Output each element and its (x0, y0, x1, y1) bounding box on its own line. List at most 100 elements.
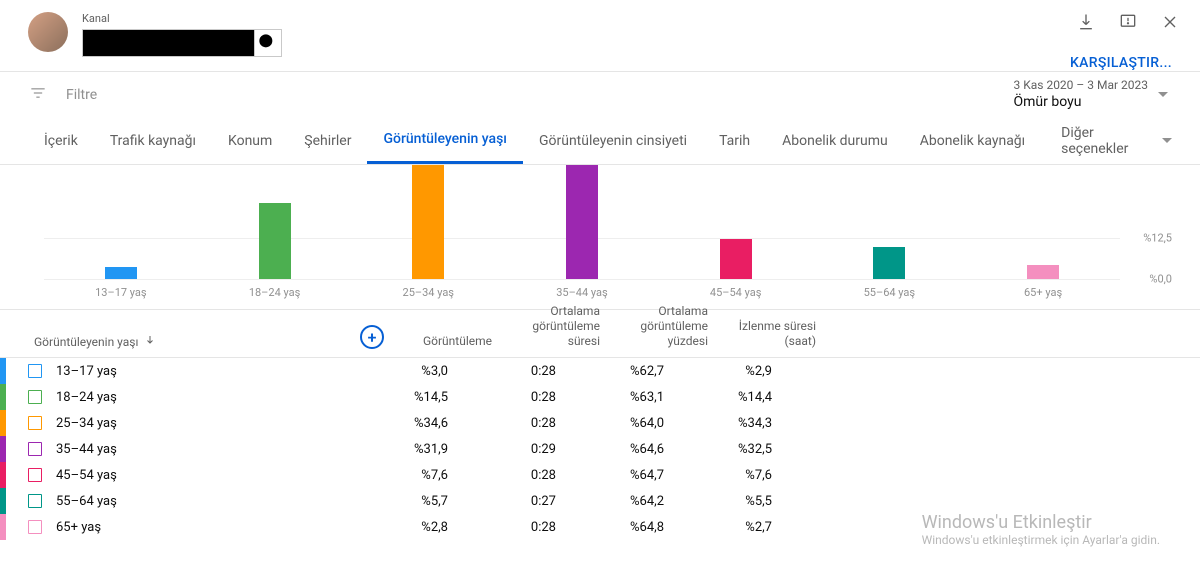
row-checkbox[interactable] (28, 442, 42, 456)
row-color-swatch (0, 514, 6, 540)
cell-watch: %5,5 (678, 494, 786, 509)
x-axis-label: 13–17 yaş (44, 286, 198, 299)
bar-4[interactable] (720, 239, 752, 279)
row-color-swatch (0, 384, 6, 410)
bar-0[interactable] (105, 267, 137, 279)
cell-watch: %2,9 (678, 364, 786, 379)
avatar[interactable] (28, 12, 68, 52)
x-axis-label: 25–34 yaş (351, 286, 505, 299)
filter-icon[interactable] (28, 83, 48, 107)
add-metric-button[interactable]: + (360, 325, 384, 349)
row-color-swatch (0, 358, 6, 384)
filter-row: Filtre 3 Kas 2020 – 3 Mar 2023 Ömür boyu (0, 71, 1200, 117)
row-label: 35–44 yaş (56, 442, 354, 457)
cell-watch: %2,7 (678, 520, 786, 535)
cell-watch: %7,6 (678, 468, 786, 483)
row-checkbox[interactable] (28, 520, 42, 534)
tab-0[interactable]: İçerik (28, 117, 94, 164)
cell-watch: %32,5 (678, 442, 786, 457)
row-checkbox[interactable] (28, 390, 42, 404)
tab-1[interactable]: Trafik kaynağı (94, 117, 212, 164)
cell-avg-pct: %64,6 (570, 442, 678, 457)
x-axis-label: 35–44 yaş (505, 286, 659, 299)
row-color-swatch (0, 436, 6, 462)
table-row[interactable]: 45–54 yaş%7,60:28%64,7%7,6 (0, 462, 1200, 488)
top-icons (1076, 12, 1180, 32)
x-axis-label: 45–54 yaş (659, 286, 813, 299)
th-avg-pct[interactable]: Ortalama görüntüleme yüzdesi (614, 304, 722, 349)
cell-avg-pct: %62,7 (570, 364, 678, 379)
table-row[interactable]: 25–34 yaş%34,60:28%64,0%34,3 (0, 410, 1200, 436)
close-icon[interactable] (1160, 12, 1180, 32)
search-button[interactable] (254, 29, 282, 57)
x-axis-label: 65+ yaş (966, 286, 1120, 299)
cell-avg-pct: %63,1 (570, 390, 678, 405)
cell-avg-pct: %64,7 (570, 468, 678, 483)
row-color-swatch (0, 462, 6, 488)
bar-6[interactable] (1027, 265, 1059, 279)
cell-avg-dur: 0:28 (462, 520, 570, 535)
cell-avg-pct: %64,8 (570, 520, 678, 535)
y-axis-label: %0,0 (1149, 273, 1172, 286)
tab-7[interactable]: Abonelik durumu (766, 117, 904, 164)
row-checkbox[interactable] (28, 416, 42, 430)
search-icon (255, 30, 281, 56)
cell-avg-dur: 0:27 (462, 494, 570, 509)
cell-watch: %14,4 (678, 390, 786, 405)
row-label: 65+ yaş (56, 520, 354, 535)
bar-5[interactable] (873, 247, 905, 279)
bar-3[interactable] (566, 165, 598, 279)
cell-views: %34,6 (354, 416, 462, 431)
tab-2[interactable]: Konum (212, 117, 288, 164)
th-avg-duration[interactable]: Ortalama görüntüleme süresi (506, 304, 614, 349)
row-checkbox[interactable] (28, 364, 42, 378)
row-color-swatch (0, 410, 6, 436)
cell-views: %31,9 (354, 442, 462, 457)
date-range-text: 3 Kas 2020 – 3 Mar 2023 (1014, 78, 1149, 94)
cell-avg-dur: 0:29 (462, 442, 570, 457)
table-header: Görüntüleyenin yaşı + Görüntüleme Ortala… (0, 310, 1200, 358)
x-axis-label: 55–64 yaş (813, 286, 967, 299)
bar-1[interactable] (259, 203, 291, 279)
th-views[interactable]: Görüntüleme (398, 334, 506, 349)
th-age[interactable]: Görüntüleyenin yaşı (0, 334, 360, 349)
cell-views: %3,0 (354, 364, 462, 379)
row-checkbox[interactable] (28, 494, 42, 508)
date-range-picker[interactable]: 3 Kas 2020 – 3 Mar 2023 Ömür boyu (1014, 78, 1173, 112)
filter-placeholder[interactable]: Filtre (66, 87, 97, 103)
table-row[interactable]: 65+ yaş%2,80:28%64,8%2,7 (0, 514, 1200, 540)
tab-4[interactable]: Görüntüleyenin yaşı (367, 117, 523, 164)
x-axis-label: 18–24 yaş (198, 286, 352, 299)
cell-views: %14,5 (354, 390, 462, 405)
cell-avg-dur: 0:28 (462, 364, 570, 379)
table-row[interactable]: 13–17 yaş%3,00:28%62,7%2,9 (0, 358, 1200, 384)
channel-block: Kanal (82, 12, 282, 57)
download-icon[interactable] (1076, 12, 1096, 32)
tab-3[interactable]: Şehirler (288, 117, 367, 164)
chevron-down-icon (1162, 138, 1172, 143)
more-options[interactable]: Diğer seçenekler (1061, 125, 1172, 157)
cell-avg-dur: 0:28 (462, 390, 570, 405)
cell-views: %5,7 (354, 494, 462, 509)
th-watch-time[interactable]: İzlenme süresi (saat) (722, 319, 830, 349)
tab-6[interactable]: Tarih (703, 117, 766, 164)
row-label: 55–64 yaş (56, 494, 354, 509)
channel-label: Kanal (82, 12, 282, 25)
channel-search (82, 29, 282, 57)
cell-avg-dur: 0:28 (462, 416, 570, 431)
bar-2[interactable] (412, 165, 444, 279)
row-label: 13–17 yaş (56, 364, 354, 379)
compare-link[interactable]: KARŞILAŞTIR... (1070, 55, 1172, 71)
chevron-down-icon (1158, 92, 1168, 97)
search-input[interactable] (82, 29, 254, 57)
tab-8[interactable]: Abonelik kaynağı (904, 117, 1041, 164)
feedback-icon[interactable] (1118, 12, 1138, 32)
table-row[interactable]: 18–24 yaş%14,50:28%63,1%14,4 (0, 384, 1200, 410)
tab-5[interactable]: Görüntüleyenin cinsiyeti (523, 117, 703, 164)
dimension-tabs: İçerikTrafik kaynağıKonumŞehirlerGörüntü… (0, 117, 1200, 165)
table-row[interactable]: 55–64 yaş%5,70:27%64,2%5,5 (0, 488, 1200, 514)
row-checkbox[interactable] (28, 468, 42, 482)
table-row[interactable]: 35–44 yaş%31,90:29%64,6%32,5 (0, 436, 1200, 462)
row-label: 25–34 yaş (56, 416, 354, 431)
cell-views: %2,8 (354, 520, 462, 535)
